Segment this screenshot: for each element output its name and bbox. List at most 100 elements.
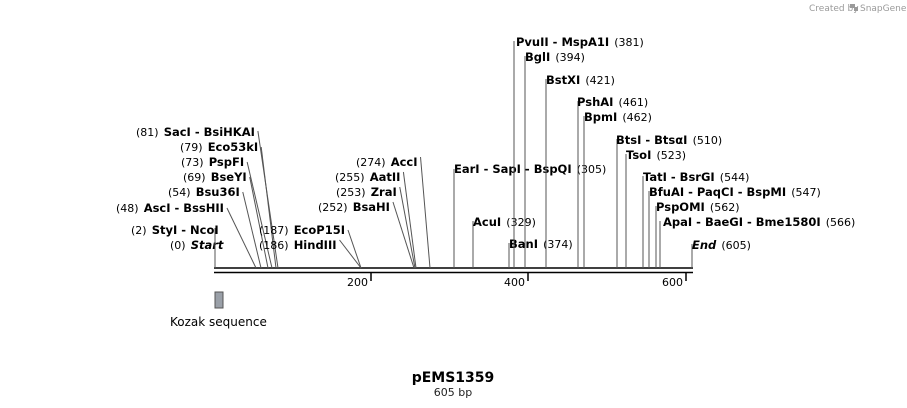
enzyme-name: - NcoI xyxy=(177,223,218,237)
enzyme-name: - BsiHKAI xyxy=(191,125,255,139)
site-leader-line xyxy=(249,176,269,269)
site-position: (523) xyxy=(656,149,686,162)
enzyme-name: HindIII xyxy=(294,238,337,252)
site-position: (381) xyxy=(614,36,644,49)
site-pspomi[interactable]: PspOMI (562) xyxy=(655,196,740,268)
site-styi-ncoi[interactable]: (2) StyI - NcoI xyxy=(131,219,219,268)
site-position: (329) xyxy=(506,216,536,229)
plasmid-length: 605 bp xyxy=(434,386,472,399)
site-leader-line xyxy=(246,161,273,269)
site-acci[interactable]: (274) AccI xyxy=(356,151,431,269)
site-label: BpmI (462) xyxy=(584,106,652,125)
site-tsoi[interactable]: TsoI (523) xyxy=(625,144,686,268)
site-apai-baegi-bme1580i[interactable]: ApaI - BaeGI - Bme1580I (566) xyxy=(659,211,855,268)
site-label: BfuAI - PaqCI - BspMI (547) xyxy=(649,181,821,200)
site-label: (79) Eco53kI xyxy=(180,136,258,155)
site-bani[interactable]: BanI (374) xyxy=(508,233,573,268)
site-bgli[interactable]: BglI (394) xyxy=(524,46,585,268)
site-position: (547) xyxy=(791,186,821,199)
site-label: (2) StyI - NcoI xyxy=(131,219,219,238)
site-label: (81) SacI - BsiHKAI xyxy=(136,121,255,140)
kozak-feature-label[interactable]: Kozak sequence xyxy=(170,315,267,329)
enzyme-name: - BspMI xyxy=(734,185,786,199)
site-eco53ki[interactable]: (79) Eco53kI xyxy=(180,136,277,269)
site-label: (186) HindIII xyxy=(259,234,337,253)
site-ecop15i[interactable]: (187) EcoP15I xyxy=(259,219,362,269)
site-position: (253) xyxy=(336,186,366,199)
site-position: (186) xyxy=(259,239,289,252)
site-end[interactable]: End (605) xyxy=(691,234,751,268)
site-position: (566) xyxy=(826,216,856,229)
enzyme-name: - MspA1I xyxy=(549,35,609,49)
site-position: (394) xyxy=(555,51,585,64)
site-aatii[interactable]: (255) AatII xyxy=(335,166,417,269)
axis-tick-200: 200 xyxy=(347,272,372,289)
site-position: (81) xyxy=(136,126,159,139)
site-leader-line xyxy=(420,156,431,269)
site-btsi-bts-i[interactable]: BtsI - BtsαI (510) xyxy=(616,129,722,268)
enzyme-name: ZraI xyxy=(371,185,397,199)
site-bfuai-paqci-bspmi[interactable]: BfuAI - PaqCI - BspMI (547) xyxy=(648,181,821,268)
site-position: (374) xyxy=(543,238,573,251)
site-label: (54) Bsu36I xyxy=(168,181,240,200)
site-position: (79) xyxy=(180,141,203,154)
enzyme-name: - Bme1580I xyxy=(743,215,821,229)
site-saci-bsihkai[interactable]: (81) SacI - BsiHKAI xyxy=(136,121,279,269)
axis-tick-label: 200 xyxy=(347,276,368,289)
site-label: ApaI - BaeGI - Bme1580I (566) xyxy=(663,211,855,230)
site-label: BtsI - BtsαI (510) xyxy=(616,129,722,148)
enzyme-name: BseYI xyxy=(211,170,247,184)
site-position: (69) xyxy=(183,171,206,184)
site-bstxi[interactable]: BstXI (421) xyxy=(545,69,615,268)
enzyme-name: - BtsαI xyxy=(641,133,687,147)
site-label: (187) EcoP15I xyxy=(259,219,345,238)
site-hindiii[interactable]: (186) HindIII xyxy=(259,234,362,269)
site-position: (187) xyxy=(259,224,289,237)
site-leader-line xyxy=(226,207,257,269)
site-eari-sapi-bspqi[interactable]: EarI - SapI - BspQI (305) xyxy=(453,158,606,268)
enzyme-name: End xyxy=(692,238,717,252)
site-position: (461) xyxy=(619,96,649,109)
enzyme-name: BtsI xyxy=(616,133,641,147)
site-label: End (605) xyxy=(692,234,751,253)
site-bsu36i[interactable]: (54) Bsu36I xyxy=(168,181,262,269)
enzyme-name: AatII xyxy=(370,170,401,184)
axis-tick-400: 400 xyxy=(504,272,529,289)
enzyme-name: TsoI xyxy=(626,148,651,162)
site-leader-line xyxy=(242,191,262,269)
enzyme-name: ApaI xyxy=(663,215,692,229)
enzyme-name: TatI xyxy=(643,170,667,184)
site-tati-bsrgi[interactable]: TatI - BsrGI (544) xyxy=(642,166,750,268)
site-label: PshAI (461) xyxy=(577,91,648,110)
site-label: TsoI (523) xyxy=(626,144,686,163)
site-asci-bsshii[interactable]: (48) AscI - BssHII xyxy=(116,197,257,269)
site-label: BstXI (421) xyxy=(546,69,615,88)
site-label: BglI (394) xyxy=(525,46,585,65)
site-start[interactable]: (0) Start xyxy=(170,234,224,268)
site-pshai[interactable]: PshAI (461) xyxy=(577,91,648,268)
site-position: (2) xyxy=(131,224,147,237)
site-position: (48) xyxy=(116,202,139,215)
enzyme-name: - BssHII xyxy=(171,201,224,215)
site-zrai[interactable]: (253) ZraI xyxy=(336,181,416,269)
enzyme-name: PshAI xyxy=(577,95,613,109)
site-position: (73) xyxy=(181,156,204,169)
site-pvuii-mspa1i[interactable]: PvuII - MspA1I (381) xyxy=(513,31,644,268)
site-bseyi[interactable]: (69) BseYI xyxy=(183,166,269,269)
enzyme-name: AscI xyxy=(144,201,171,215)
axis-tick-600: 600 xyxy=(662,272,687,289)
enzyme-name: - SapI xyxy=(480,162,521,176)
site-label: (73) PspFI xyxy=(181,151,244,170)
site-label: PspOMI (562) xyxy=(656,196,740,215)
credit-prefix: Created by xyxy=(809,4,859,14)
site-bsahi[interactable]: (252) BsaHI xyxy=(318,196,415,269)
site-leader-line xyxy=(392,201,415,269)
site-bpmi[interactable]: BpmI (462) xyxy=(583,106,652,268)
site-position: (255) xyxy=(335,171,365,184)
kozak-feature-box[interactable] xyxy=(214,291,224,309)
site-pspfi[interactable]: (73) PspFI xyxy=(181,151,273,269)
enzyme-name: Bsu36I xyxy=(196,185,240,199)
site-position: (605) xyxy=(721,239,751,252)
site-position: (544) xyxy=(720,171,750,184)
site-label: AcuI (329) xyxy=(473,211,536,230)
